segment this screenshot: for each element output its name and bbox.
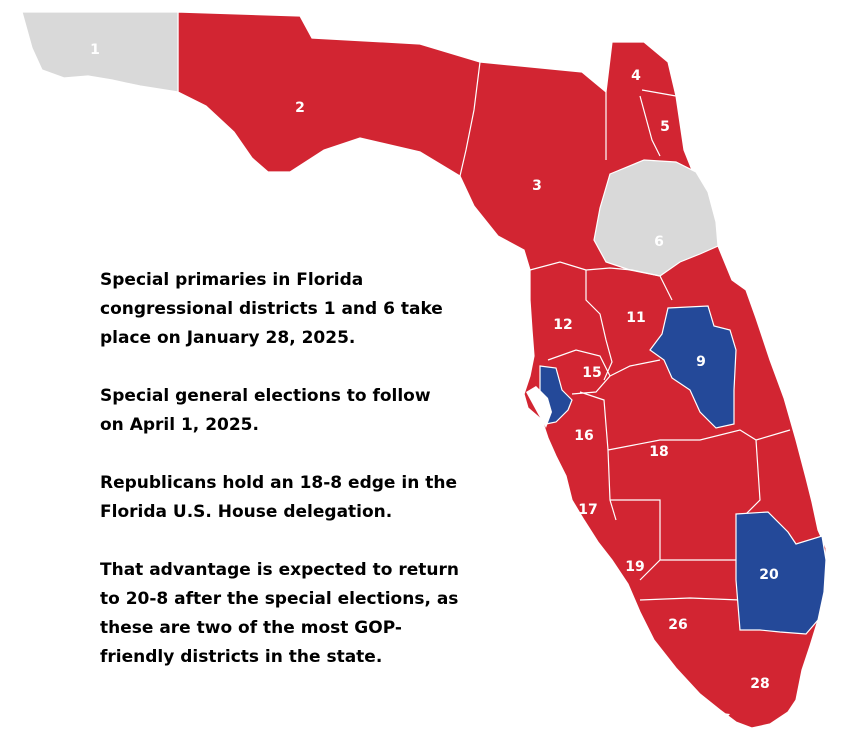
district-label-15: 15 bbox=[582, 365, 601, 381]
district-20[interactable] bbox=[735, 511, 827, 635]
district-1[interactable] bbox=[21, 11, 179, 93]
district-label-12: 12 bbox=[553, 317, 572, 333]
district-9[interactable] bbox=[649, 305, 737, 429]
district-label-6: 6 bbox=[654, 234, 664, 250]
election-info-text: Special primaries in Florida congression… bbox=[100, 266, 460, 701]
district-label-28: 28 bbox=[750, 676, 769, 692]
district-4-5-border bbox=[605, 89, 677, 160]
district-label-11: 11 bbox=[626, 310, 645, 326]
tampa-bay-water bbox=[526, 386, 552, 428]
coastal-notch bbox=[700, 710, 730, 730]
district-label-4: 4 bbox=[631, 68, 641, 84]
district-label-5: 5 bbox=[660, 119, 670, 135]
district-label-18: 18 bbox=[649, 444, 668, 460]
district-label-19: 19 bbox=[625, 559, 644, 575]
district-label-2: 2 bbox=[295, 100, 305, 116]
district-label-17: 17 bbox=[578, 502, 597, 518]
info-paragraph-1: Special primaries in Florida congression… bbox=[100, 270, 443, 348]
central-district-borders bbox=[529, 261, 791, 601]
district-label-16: 16 bbox=[574, 428, 593, 444]
info-paragraph-2: Special general elections to follow on A… bbox=[100, 386, 431, 435]
info-paragraph-3: Republicans hold an 18-8 edge in the Flo… bbox=[100, 473, 457, 522]
district-label-26: 26 bbox=[668, 617, 687, 633]
district-2-3-border bbox=[459, 61, 481, 177]
district-label-20: 20 bbox=[759, 567, 779, 583]
district-6[interactable] bbox=[593, 159, 719, 277]
info-paragraph-4: That advantage is expected to return to … bbox=[100, 560, 459, 667]
district-label-1: 1 bbox=[90, 42, 100, 58]
district-label-9: 9 bbox=[696, 354, 706, 370]
district-label-3: 3 bbox=[532, 178, 542, 194]
